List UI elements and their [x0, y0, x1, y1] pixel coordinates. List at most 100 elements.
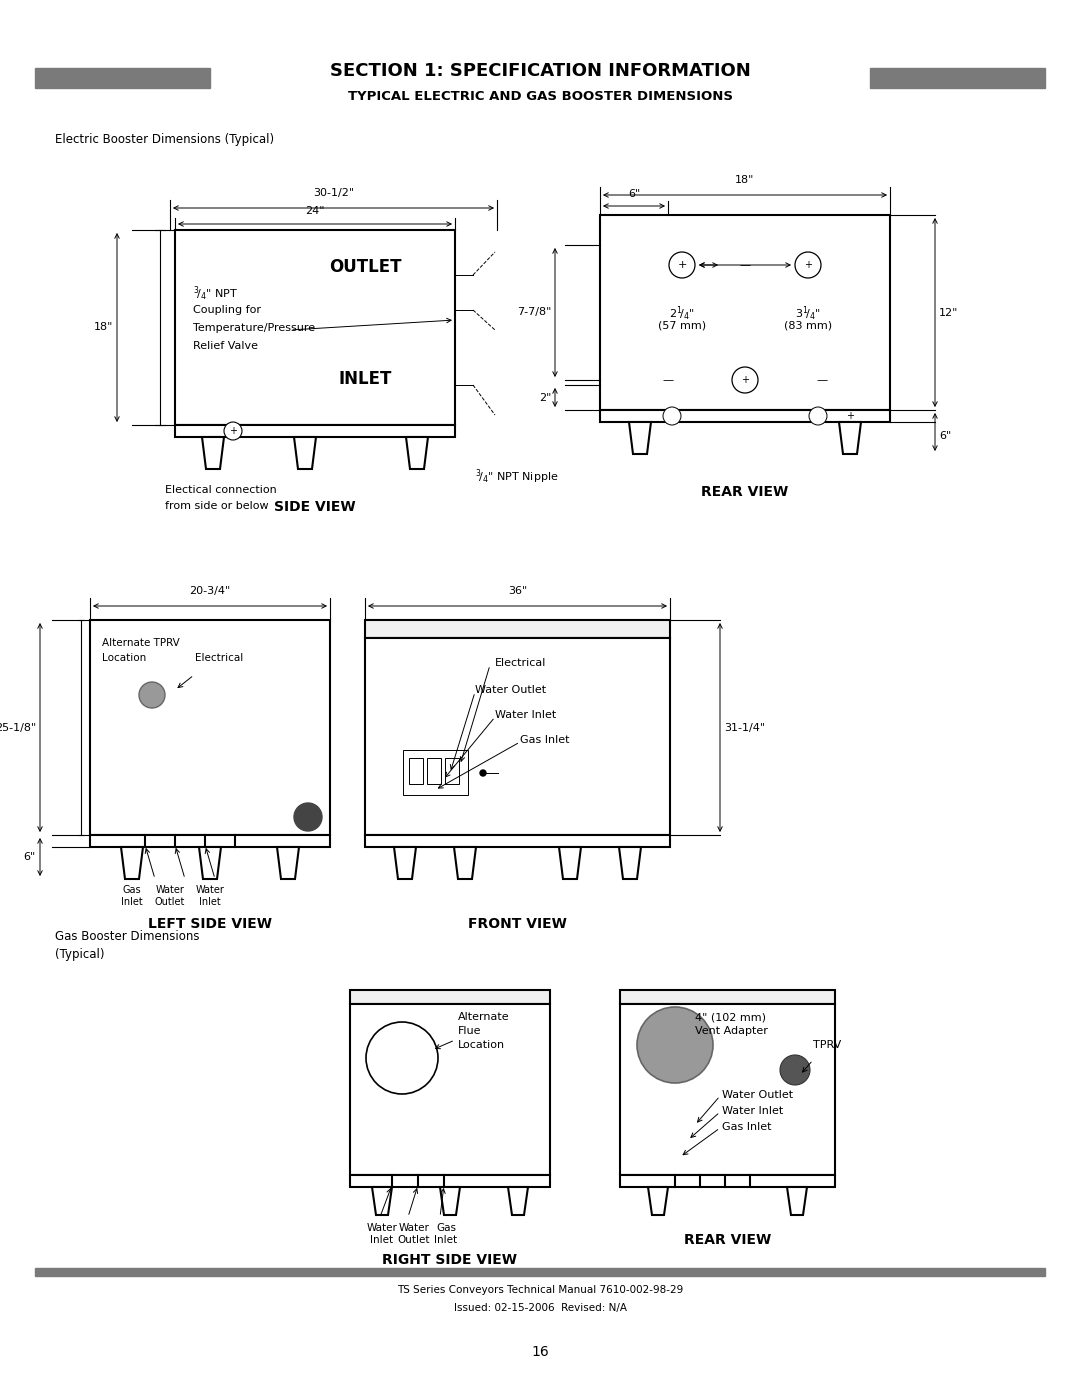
- Polygon shape: [121, 847, 143, 879]
- Polygon shape: [559, 847, 581, 879]
- Text: +: +: [846, 411, 854, 420]
- Text: 4" (102 mm): 4" (102 mm): [696, 1011, 766, 1023]
- Bar: [90, 620, 330, 835]
- Text: (57 mm): (57 mm): [658, 320, 706, 330]
- Text: 30-1/2": 30-1/2": [313, 189, 354, 198]
- Text: RIGHT SIDE VIEW: RIGHT SIDE VIEW: [382, 1253, 517, 1267]
- Text: Water Outlet: Water Outlet: [475, 685, 546, 694]
- Text: TPRV: TPRV: [813, 1039, 841, 1051]
- Text: Water: Water: [195, 886, 225, 895]
- Polygon shape: [202, 437, 224, 469]
- Text: 18": 18": [94, 323, 113, 332]
- Text: TYPICAL ELECTRIC AND GAS BOOSTER DIMENSIONS: TYPICAL ELECTRIC AND GAS BOOSTER DIMENSI…: [348, 89, 732, 103]
- Polygon shape: [372, 1187, 392, 1215]
- Text: INLET: INLET: [338, 370, 392, 388]
- Text: Electric Booster Dimensions (Typical): Electric Booster Dimensions (Typical): [55, 133, 274, 147]
- Circle shape: [294, 803, 322, 831]
- Bar: [620, 990, 835, 1004]
- Bar: [870, 68, 1045, 88]
- Text: REAR VIEW: REAR VIEW: [684, 1234, 771, 1248]
- Bar: [350, 1175, 550, 1187]
- Text: Gas Inlet: Gas Inlet: [723, 1122, 771, 1132]
- Text: 3$^1\!/_4$": 3$^1\!/_4$": [795, 305, 821, 323]
- Text: Water Outlet: Water Outlet: [723, 1090, 793, 1099]
- Text: Coupling for: Coupling for: [193, 305, 261, 314]
- Text: Issued: 02-15-2006  Revised: N/A: Issued: 02-15-2006 Revised: N/A: [454, 1303, 626, 1313]
- Text: 18": 18": [735, 175, 755, 184]
- Text: —: —: [816, 374, 827, 386]
- Bar: [600, 409, 890, 422]
- Text: Electrical: Electrical: [495, 658, 546, 668]
- Text: Electical connection: Electical connection: [165, 485, 276, 495]
- Text: Water: Water: [156, 886, 185, 895]
- Text: 2": 2": [539, 393, 551, 402]
- Text: 36": 36": [508, 585, 527, 597]
- Polygon shape: [276, 847, 299, 879]
- Text: 6": 6": [24, 852, 36, 862]
- Polygon shape: [508, 1187, 528, 1215]
- Text: 25-1/8": 25-1/8": [0, 722, 36, 732]
- Text: (83 mm): (83 mm): [784, 320, 832, 330]
- Bar: [409, 759, 423, 784]
- Text: Flue: Flue: [458, 1025, 482, 1037]
- Text: Vent Adapter: Vent Adapter: [696, 1025, 768, 1037]
- Text: 16: 16: [531, 1345, 549, 1359]
- Text: —: —: [198, 432, 208, 441]
- Text: 6": 6": [627, 189, 640, 198]
- Bar: [403, 750, 468, 795]
- Text: Alternate TPRV: Alternate TPRV: [102, 638, 179, 648]
- Bar: [175, 425, 455, 437]
- Text: —: —: [662, 374, 674, 386]
- Circle shape: [637, 1007, 713, 1083]
- Text: Gas: Gas: [123, 886, 141, 895]
- Text: 12": 12": [939, 307, 958, 317]
- Text: —: —: [634, 416, 646, 426]
- Text: TS Series Conveyors Technical Manual 7610-002-98-29: TS Series Conveyors Technical Manual 761…: [396, 1285, 684, 1295]
- Text: Water: Water: [399, 1222, 430, 1234]
- Text: 24": 24": [306, 205, 325, 217]
- Bar: [90, 835, 330, 847]
- Text: Inlet: Inlet: [434, 1235, 458, 1245]
- Polygon shape: [294, 437, 316, 469]
- Text: 6": 6": [939, 432, 951, 441]
- Text: SECTION 1: SPECIFICATION INFORMATION: SECTION 1: SPECIFICATION INFORMATION: [329, 61, 751, 80]
- Text: +: +: [677, 260, 687, 270]
- Bar: [350, 1004, 550, 1175]
- Text: $^3\!/_4$" NPT Nipple: $^3\!/_4$" NPT Nipple: [475, 467, 558, 486]
- Text: Inlet: Inlet: [370, 1235, 393, 1245]
- Text: Water: Water: [366, 1222, 397, 1234]
- Text: Outlet: Outlet: [397, 1235, 430, 1245]
- Polygon shape: [629, 422, 651, 454]
- Bar: [620, 1004, 835, 1175]
- Text: Inlet: Inlet: [199, 897, 221, 907]
- Circle shape: [795, 251, 821, 278]
- Bar: [620, 1175, 835, 1187]
- Bar: [600, 215, 890, 409]
- Text: 7-7/8": 7-7/8": [516, 307, 551, 317]
- Text: Water Inlet: Water Inlet: [495, 710, 556, 719]
- Text: Gas Inlet: Gas Inlet: [519, 735, 569, 745]
- Circle shape: [780, 1055, 810, 1085]
- Polygon shape: [199, 847, 221, 879]
- Bar: [445, 759, 459, 784]
- Text: from side or below: from side or below: [165, 502, 269, 511]
- Text: SIDE VIEW: SIDE VIEW: [274, 500, 355, 514]
- Circle shape: [663, 407, 681, 425]
- Text: Electrical: Electrical: [195, 652, 243, 664]
- Text: $^3\!/_4$" NPT: $^3\!/_4$" NPT: [193, 285, 239, 303]
- Text: Relief Valve: Relief Valve: [193, 341, 258, 351]
- Text: FRONT VIEW: FRONT VIEW: [468, 916, 567, 930]
- Bar: [35, 1268, 1045, 1275]
- Polygon shape: [454, 847, 476, 879]
- Polygon shape: [440, 1187, 460, 1215]
- Text: LEFT SIDE VIEW: LEFT SIDE VIEW: [148, 916, 272, 930]
- Polygon shape: [394, 847, 416, 879]
- Circle shape: [669, 251, 696, 278]
- Text: Gas: Gas: [436, 1222, 456, 1234]
- Circle shape: [366, 1023, 438, 1094]
- Text: Alternate: Alternate: [458, 1011, 510, 1023]
- Circle shape: [732, 367, 758, 393]
- Text: Outlet: Outlet: [154, 897, 185, 907]
- Text: 20-3/4": 20-3/4": [189, 585, 231, 597]
- Circle shape: [480, 770, 486, 775]
